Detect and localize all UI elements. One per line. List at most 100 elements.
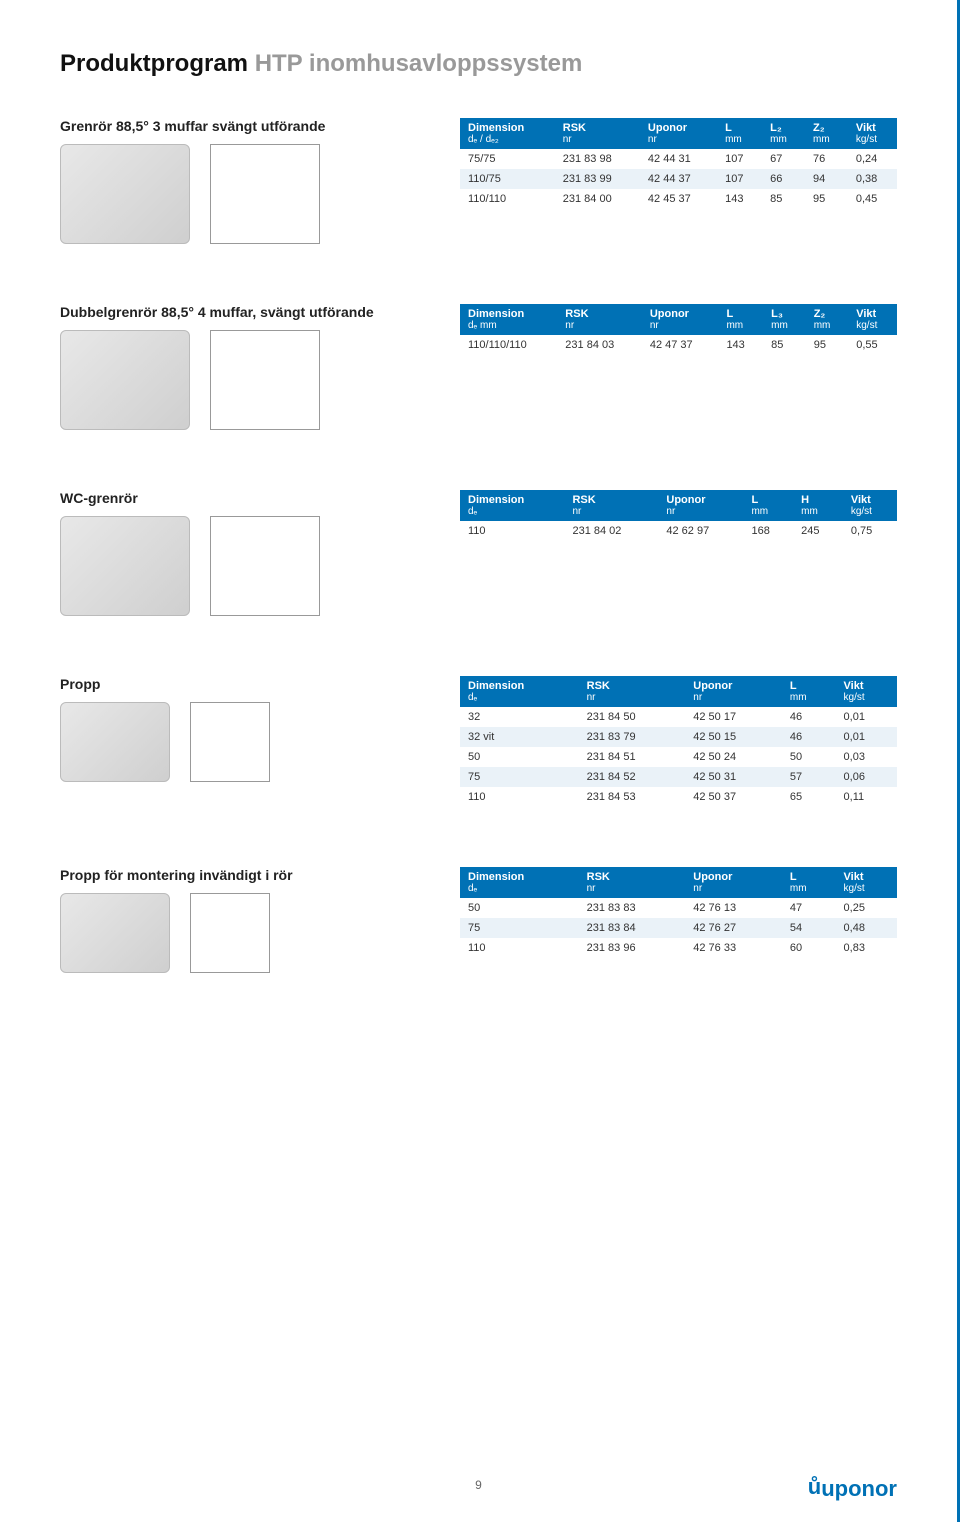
column-label: Z₂	[814, 308, 826, 320]
column-sublabel: nr	[650, 320, 711, 331]
column-header: Viktkg/st	[836, 676, 897, 707]
section-title: Dubbelgrenrör 88,5° 4 muffar, svängt utf…	[60, 304, 440, 320]
section-left: WC-grenrör	[60, 490, 440, 616]
product-render-placeholder	[60, 144, 190, 244]
table-cell: 110	[460, 787, 579, 807]
table-cell: 110	[460, 938, 579, 958]
table-cell: 231 84 52	[579, 767, 686, 787]
table-cell: 42 44 31	[640, 149, 717, 169]
table-cell: 32 vit	[460, 727, 579, 747]
column-sublabel: nr	[693, 692, 774, 703]
column-sublabel: nr	[666, 506, 735, 517]
column-header: RSKnr	[564, 490, 658, 521]
product-section: Dubbelgrenrör 88,5° 4 muffar, svängt utf…	[60, 304, 897, 430]
column-header: Z₂mm	[805, 118, 848, 149]
column-label: L	[751, 494, 758, 506]
table-cell: 110	[460, 521, 564, 541]
column-sublabel: nr	[572, 506, 650, 517]
column-header: Viktkg/st	[848, 304, 897, 335]
column-label: RSK	[572, 494, 595, 506]
column-label: Vikt	[856, 122, 876, 134]
page-title: Produktprogram HTP inomhusavloppssystem	[60, 50, 897, 78]
logo-ring-icon: ů	[808, 1474, 821, 1500]
column-header: Lmm	[718, 304, 763, 335]
column-header: Z₂mm	[806, 304, 849, 335]
table-cell: 42 45 37	[640, 189, 717, 209]
column-header: Lmm	[782, 867, 836, 898]
table-row: 50231 83 8342 76 13470,25	[460, 898, 897, 918]
column-label: Uponor	[666, 494, 705, 506]
column-label: Dimension	[468, 494, 524, 506]
column-header: Uponornr	[642, 304, 719, 335]
column-label: Uponor	[650, 308, 689, 320]
table-cell: 231 83 83	[579, 898, 686, 918]
column-label: Z₂	[813, 122, 825, 134]
section-title: WC-grenrör	[60, 490, 440, 506]
column-sublabel: nr	[693, 883, 774, 894]
table-cell: 0,01	[836, 727, 897, 747]
table-cell: 66	[762, 169, 805, 189]
table-cell: 231 84 51	[579, 747, 686, 767]
data-table: DimensiondₑRSKnrUponornrLmmViktkg/st5023…	[460, 867, 897, 958]
column-label: RSK	[565, 308, 588, 320]
column-sublabel: nr	[587, 692, 678, 703]
table-cell: 0,48	[836, 918, 897, 938]
table-cell: 42 47 37	[642, 335, 719, 355]
table-row: 75231 83 8442 76 27540,48	[460, 918, 897, 938]
section-left: Dubbelgrenrör 88,5° 4 muffar, svängt utf…	[60, 304, 440, 430]
product-diagram-placeholder	[210, 144, 320, 244]
table-cell: 95	[806, 335, 849, 355]
column-header: L₃mm	[763, 304, 806, 335]
section-title: Propp	[60, 676, 440, 692]
column-sublabel: mm	[771, 320, 798, 331]
column-label: Dimension	[468, 122, 524, 134]
column-label: Uponor	[693, 871, 732, 883]
column-sublabel: mm	[751, 506, 785, 517]
table-cell: 168	[743, 521, 793, 541]
column-header: Dimensiondₑ	[460, 490, 564, 521]
product-section: Grenrör 88,5° 3 muffar svängt utförande D…	[60, 118, 897, 244]
table-cell: 95	[805, 189, 848, 209]
product-diagram-placeholder	[210, 516, 320, 616]
column-sublabel: mm	[726, 320, 755, 331]
table-cell: 231 84 02	[564, 521, 658, 541]
sections-container: Grenrör 88,5° 3 muffar svängt utförande D…	[60, 118, 897, 973]
column-sublabel: dₑ	[468, 506, 556, 517]
table-row: 32 vit231 83 7942 50 15460,01	[460, 727, 897, 747]
table-cell: 42 50 15	[685, 727, 782, 747]
table-cell: 75	[460, 918, 579, 938]
table-cell: 143	[717, 189, 762, 209]
table-cell: 0,01	[836, 707, 897, 727]
column-header: RSKnr	[555, 118, 640, 149]
section-right: DimensiondₑRSKnrUponornrLmmViktkg/st3223…	[460, 676, 897, 807]
table-cell: 76	[805, 149, 848, 169]
image-row	[60, 144, 440, 244]
column-sublabel: mm	[725, 134, 754, 145]
column-sublabel: kg/st	[844, 692, 889, 703]
table-cell: 110/110	[460, 189, 555, 209]
column-header: Uponornr	[658, 490, 743, 521]
table-cell: 110/110/110	[460, 335, 557, 355]
column-label: Uponor	[648, 122, 687, 134]
table-cell: 57	[782, 767, 836, 787]
product-render-placeholder	[60, 330, 190, 430]
table-cell: 0,38	[848, 169, 897, 189]
column-sublabel: mm	[790, 883, 828, 894]
table-cell: 231 83 79	[579, 727, 686, 747]
column-label: H	[801, 494, 809, 506]
column-sublabel: nr	[565, 320, 634, 331]
table-cell: 54	[782, 918, 836, 938]
table-cell: 231 84 50	[579, 707, 686, 727]
column-header: Viktkg/st	[836, 867, 897, 898]
table-cell: 107	[717, 149, 762, 169]
table-cell: 231 84 03	[557, 335, 642, 355]
table-row: 110231 83 9642 76 33600,83	[460, 938, 897, 958]
section-title: Grenrör 88,5° 3 muffar svängt utförande	[60, 118, 440, 134]
column-header: Dimensiondₑ	[460, 867, 579, 898]
brand-text: uponor	[821, 1476, 897, 1501]
column-header: Lmm	[717, 118, 762, 149]
column-sublabel: dₑ	[468, 692, 571, 703]
column-sublabel: mm	[814, 320, 841, 331]
column-sublabel: mm	[813, 134, 840, 145]
column-sublabel: mm	[790, 692, 828, 703]
